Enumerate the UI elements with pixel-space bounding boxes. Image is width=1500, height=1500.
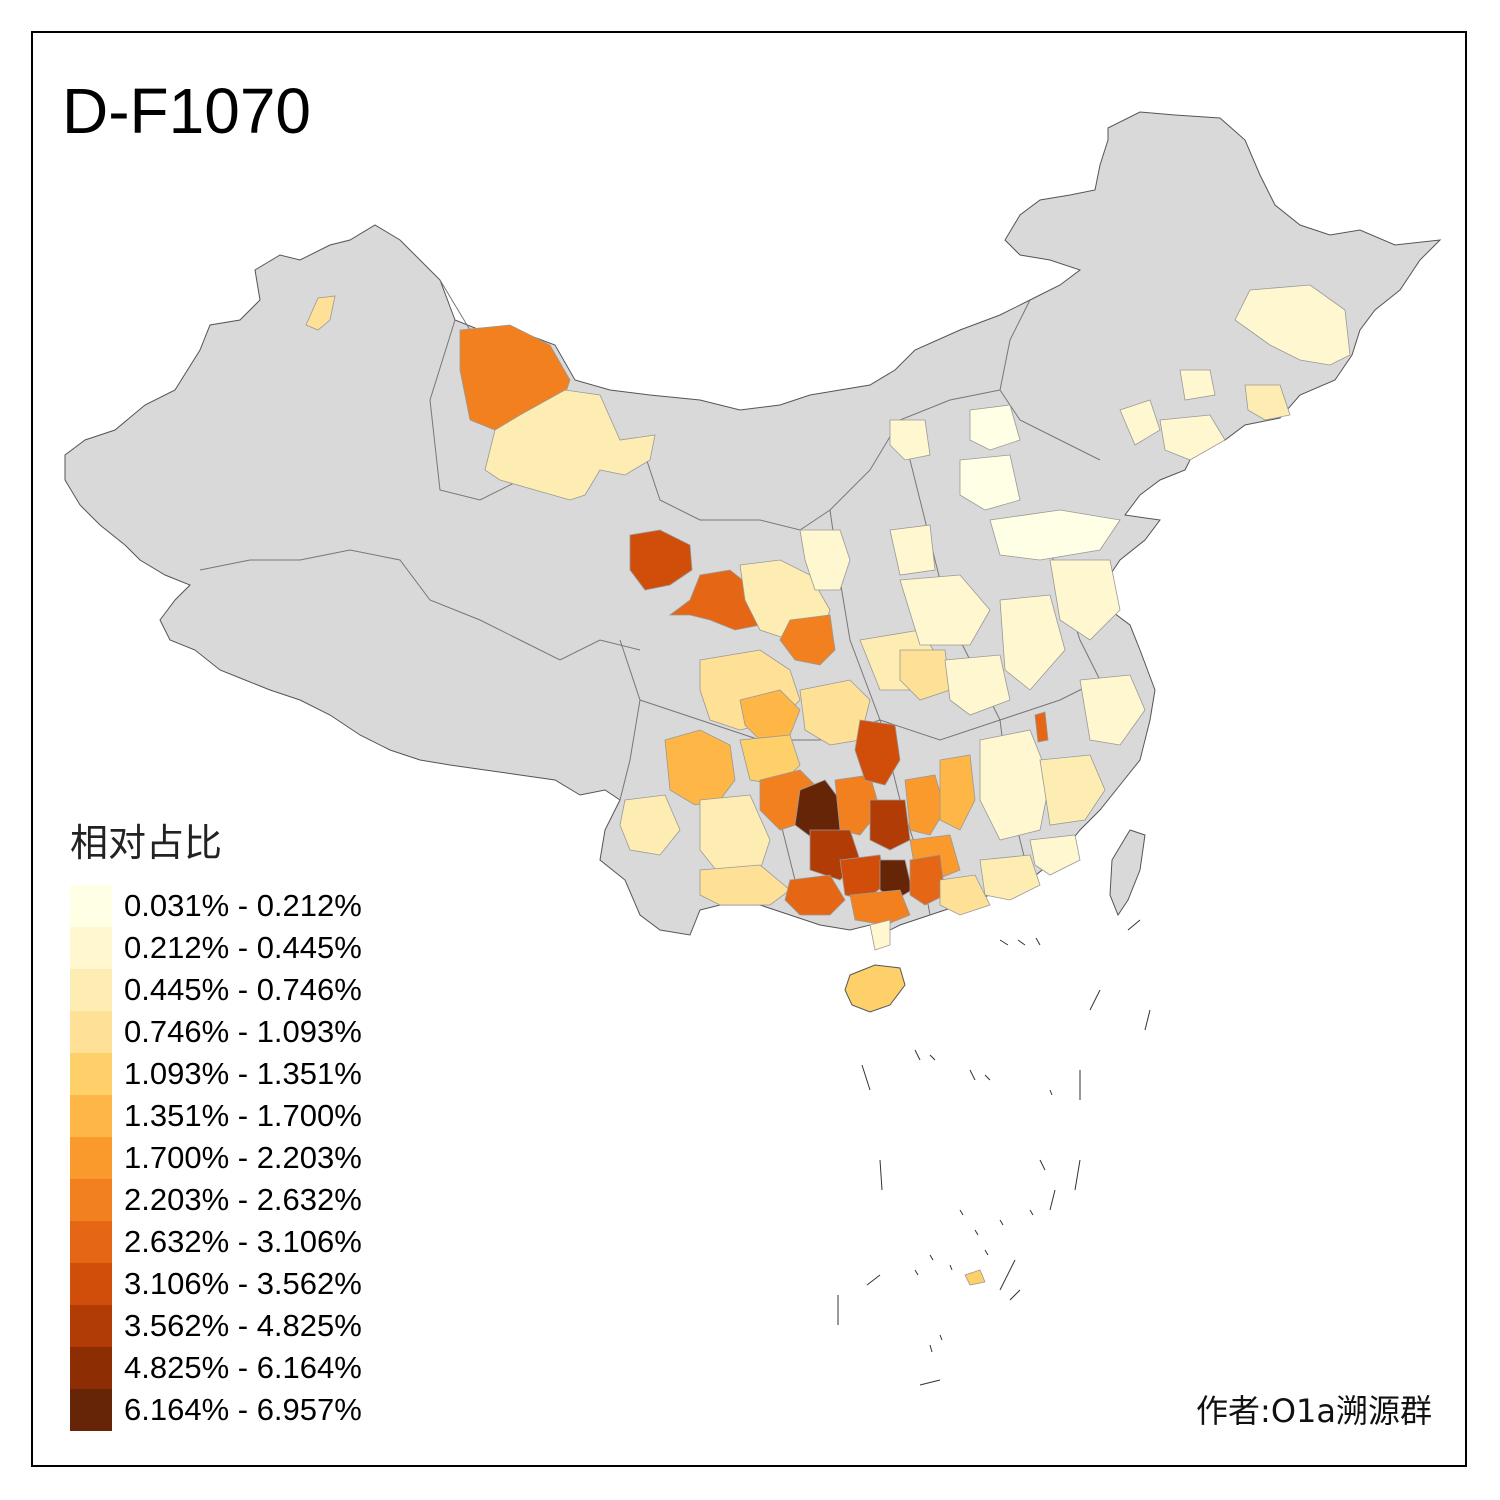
- legend-swatch: [70, 927, 112, 969]
- legend-swatch: [70, 1263, 112, 1305]
- region-jinhua: [1034, 711, 1049, 743]
- legend-label: 2.203% - 2.632%: [124, 1182, 362, 1217]
- region-hanzhong: [779, 614, 836, 666]
- legend-swatch: [70, 1221, 112, 1263]
- legend-item: 2.203% - 2.632%: [70, 1179, 362, 1221]
- region-henan: [899, 574, 991, 646]
- region-hebei: [959, 454, 1021, 511]
- legend-label: 6.164% - 6.957%: [124, 1392, 362, 1427]
- legend-label: 0.031% - 0.212%: [124, 888, 362, 923]
- region-guilin: [879, 859, 913, 901]
- region-guangdong-west: [939, 874, 991, 916]
- region-hubei-east: [944, 654, 1011, 716]
- region-hunan-east: [939, 754, 976, 831]
- region-jiangxi: [979, 729, 1051, 841]
- region-guangxi-west: [784, 874, 846, 916]
- legend-item: 6.164% - 6.957%: [70, 1389, 362, 1431]
- legend-label: 1.093% - 1.351%: [124, 1056, 362, 1091]
- legend-swatch: [70, 1305, 112, 1347]
- map-frame: [31, 31, 1467, 1467]
- region-yunnan-west: [619, 794, 681, 856]
- legend-label: 2.632% - 3.106%: [124, 1224, 362, 1259]
- legend-swatch: [70, 1011, 112, 1053]
- region-hainan: [844, 964, 906, 1013]
- legend-item: 1.700% - 2.203%: [70, 1137, 362, 1179]
- legend-swatch: [70, 1137, 112, 1179]
- legend-item: 4.825% - 6.164%: [70, 1347, 362, 1389]
- region-guangdong-east: [1029, 834, 1081, 876]
- region-zhejiang: [1079, 674, 1146, 746]
- map-title: D-F1070: [62, 75, 311, 147]
- legend-swatch: [70, 969, 112, 1011]
- legend-item: 1.093% - 1.351%: [70, 1053, 362, 1095]
- legend-swatch: [70, 885, 112, 927]
- legend-swatch: [70, 1347, 112, 1389]
- legend-swatch: [70, 1053, 112, 1095]
- legend-label: 0.212% - 0.445%: [124, 930, 362, 965]
- legend-item: 3.106% - 3.562%: [70, 1263, 362, 1305]
- region-hubei-central: [899, 649, 951, 701]
- legend-label: 3.106% - 3.562%: [124, 1266, 362, 1301]
- region-jiangsu: [1049, 559, 1121, 641]
- legend-label: 1.700% - 2.203%: [124, 1140, 362, 1175]
- region-zhanjiang: [869, 919, 891, 951]
- region-haixi-east: [629, 529, 693, 591]
- region-shaoyang: [904, 774, 946, 836]
- legend-rows: 0.031% - 0.212% 0.212% - 0.445% 0.445% - 0…: [70, 885, 362, 1431]
- region-taiwan: [1109, 829, 1146, 917]
- region-shaanxi-north: [799, 529, 851, 591]
- region-guangdong-central: [979, 854, 1041, 901]
- region-xiangxi: [854, 719, 901, 786]
- region-heilongjiang-east: [1234, 284, 1351, 366]
- region-huaihua: [869, 799, 911, 851]
- region-beijing-area: [969, 404, 1021, 451]
- legend-label: 0.445% - 0.746%: [124, 972, 362, 1007]
- legend-item: 0.445% - 0.746%: [70, 969, 362, 1011]
- legend-item: 3.562% - 4.825%: [70, 1305, 362, 1347]
- legend-item: 0.031% - 0.212%: [70, 885, 362, 927]
- region-wuzhou: [909, 854, 946, 906]
- region-jiuquan: [484, 389, 656, 501]
- legend-label: 1.351% - 1.700%: [124, 1098, 362, 1133]
- legend-swatch: [70, 1389, 112, 1431]
- legend-swatch: [70, 1179, 112, 1221]
- region-sichuan-west: [664, 729, 736, 806]
- legend-item: 0.212% - 0.445%: [70, 927, 362, 969]
- legend-title: 相对占比: [70, 821, 223, 865]
- region-liaoning-east: [1159, 414, 1226, 461]
- legend-item: 2.632% - 3.106%: [70, 1221, 362, 1263]
- region-yili-north: [305, 295, 336, 331]
- region-south-islet: [964, 1269, 986, 1286]
- region-liaoning-west: [1119, 399, 1161, 446]
- legend-item: 1.351% - 1.700%: [70, 1095, 362, 1137]
- data-regions: [305, 284, 1351, 1286]
- legend: 相对占比 0.031% - 0.212% 0.212% - 0.445% 0.445…: [70, 812, 362, 1431]
- region-yanbian: [1244, 384, 1291, 421]
- region-shanxi: [889, 524, 936, 576]
- region-shandong: [989, 509, 1121, 561]
- region-guangxi-south: [849, 889, 911, 926]
- legend-swatch: [70, 1095, 112, 1137]
- legend-label: 0.746% - 1.093%: [124, 1014, 362, 1049]
- region-yunnan-south: [699, 864, 791, 906]
- region-ordos: [889, 419, 931, 461]
- legend-label: 3.562% - 4.825%: [124, 1308, 362, 1343]
- author-credit: 作者:O1a溯源群: [1196, 1392, 1432, 1430]
- region-fujian: [1039, 754, 1106, 826]
- region-anhui: [999, 594, 1066, 691]
- region-jilin-strip: [1179, 369, 1216, 401]
- south-china-sea-islands: [837, 919, 1151, 1386]
- legend-label: 4.825% - 6.164%: [124, 1350, 362, 1385]
- legend-item: 0.746% - 1.093%: [70, 1011, 362, 1053]
